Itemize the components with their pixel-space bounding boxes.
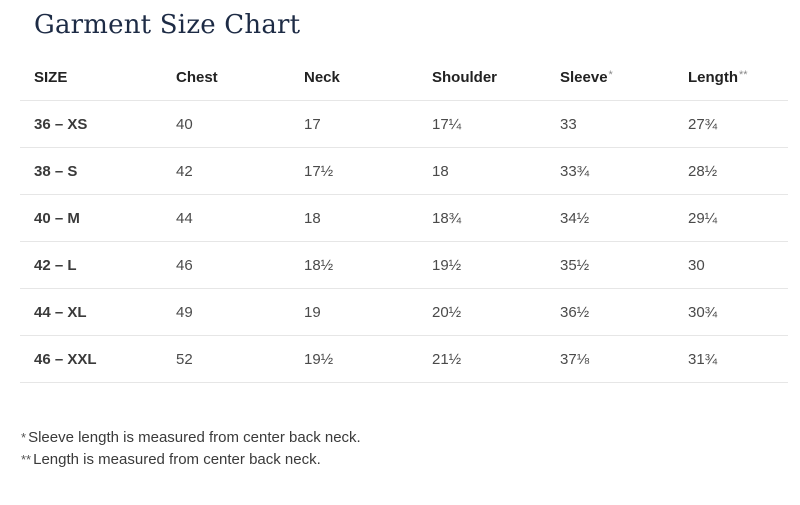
- cell-chest: 44: [162, 194, 290, 242]
- cell-shoulder: 18: [418, 147, 546, 195]
- cell-sleeve: 37⅛: [546, 335, 674, 383]
- header-size: SIZE: [20, 55, 162, 101]
- header-neck: Neck: [290, 55, 418, 101]
- cell-chest: 46: [162, 241, 290, 289]
- table-row: 38 – S 42 17½ 18 33¾ 28½: [20, 147, 788, 195]
- cell-sleeve: 35½: [546, 241, 674, 289]
- cell-length: 31¾: [674, 335, 788, 383]
- header-label: SIZE: [34, 69, 68, 86]
- cell-size: 44 – XL: [20, 288, 162, 336]
- size-chart-header: SIZE Chest Neck Shoulder Sleeve* Length*…: [20, 55, 788, 101]
- cell-chest: 42: [162, 147, 290, 195]
- cell-length: 27¾: [674, 100, 788, 148]
- header-row: SIZE Chest Neck Shoulder Sleeve* Length*…: [20, 55, 788, 101]
- header-label: Shoulder: [432, 69, 498, 86]
- cell-size: 38 – S: [20, 147, 162, 195]
- cell-chest: 40: [162, 100, 290, 148]
- table-row: 46 – XXL 52 19½ 21½ 37⅛ 31¾: [20, 335, 788, 383]
- footnote-marker: *: [608, 69, 613, 81]
- header-label: Length: [688, 69, 738, 86]
- footnotes: * Sleeve length is measured from center b…: [21, 427, 361, 471]
- table-row: 40 – M 44 18 18¾ 34½ 29¼: [20, 194, 788, 242]
- cell-length: 30¾: [674, 288, 788, 336]
- cell-shoulder: 19½: [418, 241, 546, 289]
- cell-neck: 19: [290, 288, 418, 336]
- footnote-length: ** Length is measured from center back ne…: [21, 449, 361, 471]
- cell-size: 36 – XS: [20, 100, 162, 148]
- cell-size: 46 – XXL: [20, 335, 162, 383]
- table-row: 44 – XL 49 19 20½ 36½ 30¾: [20, 288, 788, 336]
- cell-shoulder: 17¼: [418, 100, 546, 148]
- cell-length: 30: [674, 241, 788, 289]
- footnote-text: Length is measured from center back neck…: [33, 451, 321, 468]
- header-label: Neck: [304, 69, 340, 86]
- footnote-marker: **: [739, 69, 748, 81]
- footnote-marker: *: [21, 430, 27, 445]
- cell-length: 29¼: [674, 194, 788, 242]
- cell-size: 42 – L: [20, 241, 162, 289]
- header-chest: Chest: [162, 55, 290, 101]
- table-row: 42 – L 46 18½ 19½ 35½ 30: [20, 241, 788, 289]
- page-title: Garment Size Chart: [34, 10, 301, 40]
- cell-sleeve: 36½: [546, 288, 674, 336]
- header-length: Length**: [674, 55, 788, 101]
- cell-sleeve: 34½: [546, 194, 674, 242]
- header-sleeve: Sleeve*: [546, 55, 674, 101]
- size-chart-body: 36 – XS 40 17 17¼ 33 27¾ 38 – S 42 17½ 1…: [20, 100, 788, 383]
- cell-chest: 49: [162, 288, 290, 336]
- cell-sleeve: 33: [546, 100, 674, 148]
- header-shoulder: Shoulder: [418, 55, 546, 101]
- cell-length: 28½: [674, 147, 788, 195]
- cell-neck: 19½: [290, 335, 418, 383]
- cell-neck: 18½: [290, 241, 418, 289]
- cell-shoulder: 20½: [418, 288, 546, 336]
- cell-chest: 52: [162, 335, 290, 383]
- table-row: 36 – XS 40 17 17¼ 33 27¾: [20, 100, 788, 148]
- cell-sleeve: 33¾: [546, 147, 674, 195]
- header-label: Chest: [176, 69, 218, 86]
- footnote-text: Sleeve length is measured from center ba…: [28, 429, 361, 446]
- footnote-sleeve: * Sleeve length is measured from center b…: [21, 427, 361, 449]
- header-label: Sleeve: [560, 69, 608, 86]
- cell-neck: 17: [290, 100, 418, 148]
- cell-shoulder: 18¾: [418, 194, 546, 242]
- cell-neck: 17½: [290, 147, 418, 195]
- size-chart-table: SIZE Chest Neck Shoulder Sleeve* Length*…: [20, 55, 788, 383]
- cell-shoulder: 21½: [418, 335, 546, 383]
- footnote-marker: **: [21, 452, 32, 467]
- cell-size: 40 – M: [20, 194, 162, 242]
- cell-neck: 18: [290, 194, 418, 242]
